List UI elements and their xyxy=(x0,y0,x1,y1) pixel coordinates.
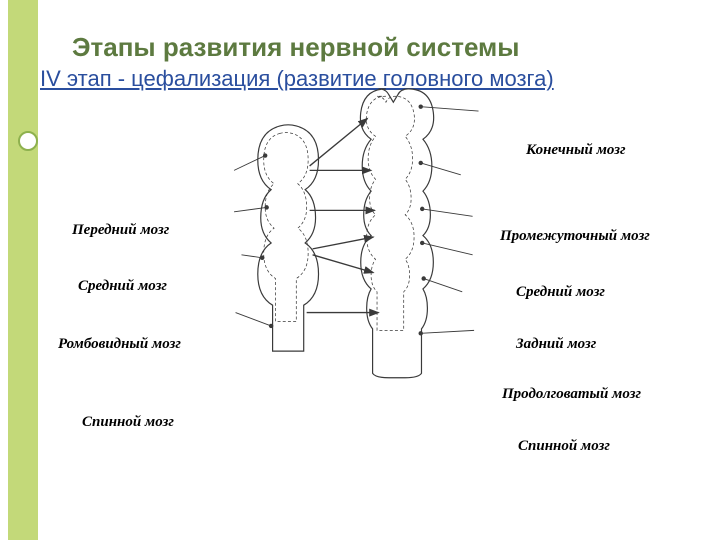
label-left: Передний мозг xyxy=(72,222,169,239)
label-right: Промежуточный мозг xyxy=(500,228,650,245)
label-left: Ромбовидный мозг xyxy=(58,336,181,353)
label-right: Задний мозг xyxy=(516,336,596,353)
label-right: Конечный мозг xyxy=(526,142,626,159)
label-left: Спинной мозг xyxy=(82,414,174,431)
label-right: Средний мозг xyxy=(516,284,605,301)
label-left: Средний мозг xyxy=(78,278,167,295)
label-right: Спинной мозг xyxy=(518,438,610,455)
slide: Этапы развития нервной системы IV этап -… xyxy=(0,0,720,540)
label-right: Продолговатый мозг xyxy=(502,386,641,403)
